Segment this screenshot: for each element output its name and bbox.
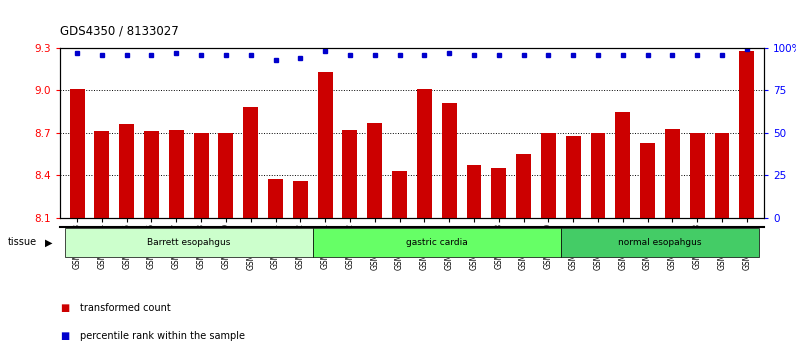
- Bar: [313, 228, 560, 257]
- Bar: [293, 181, 308, 218]
- Bar: [541, 133, 556, 218]
- Bar: [690, 133, 704, 218]
- Bar: [491, 168, 506, 218]
- Bar: [218, 133, 233, 218]
- Bar: [244, 107, 258, 218]
- Bar: [342, 130, 357, 218]
- Bar: [119, 124, 134, 218]
- Text: ■: ■: [60, 331, 69, 341]
- Bar: [392, 171, 407, 218]
- Bar: [560, 228, 759, 257]
- Bar: [466, 165, 482, 218]
- Bar: [591, 133, 606, 218]
- Text: normal esopahgus: normal esopahgus: [618, 238, 702, 247]
- Bar: [566, 136, 580, 218]
- Bar: [193, 133, 209, 218]
- Bar: [367, 123, 382, 218]
- Bar: [318, 72, 333, 218]
- Text: ▶: ▶: [45, 238, 53, 247]
- Text: gastric cardia: gastric cardia: [406, 238, 467, 247]
- Text: tissue: tissue: [8, 238, 37, 247]
- Bar: [268, 179, 283, 218]
- Bar: [417, 89, 431, 218]
- Bar: [442, 103, 457, 218]
- Bar: [640, 143, 655, 218]
- Bar: [715, 133, 729, 218]
- Text: transformed count: transformed count: [80, 303, 170, 313]
- Bar: [739, 51, 755, 218]
- Bar: [516, 154, 531, 218]
- Text: ■: ■: [60, 303, 69, 313]
- Text: Barrett esopahgus: Barrett esopahgus: [147, 238, 230, 247]
- Bar: [144, 131, 159, 218]
- Text: percentile rank within the sample: percentile rank within the sample: [80, 331, 244, 341]
- Bar: [169, 130, 184, 218]
- Text: GDS4350 / 8133027: GDS4350 / 8133027: [60, 24, 178, 37]
- Bar: [95, 131, 109, 218]
- Bar: [615, 112, 630, 218]
- Bar: [69, 89, 84, 218]
- Bar: [64, 228, 313, 257]
- Bar: [665, 129, 680, 218]
